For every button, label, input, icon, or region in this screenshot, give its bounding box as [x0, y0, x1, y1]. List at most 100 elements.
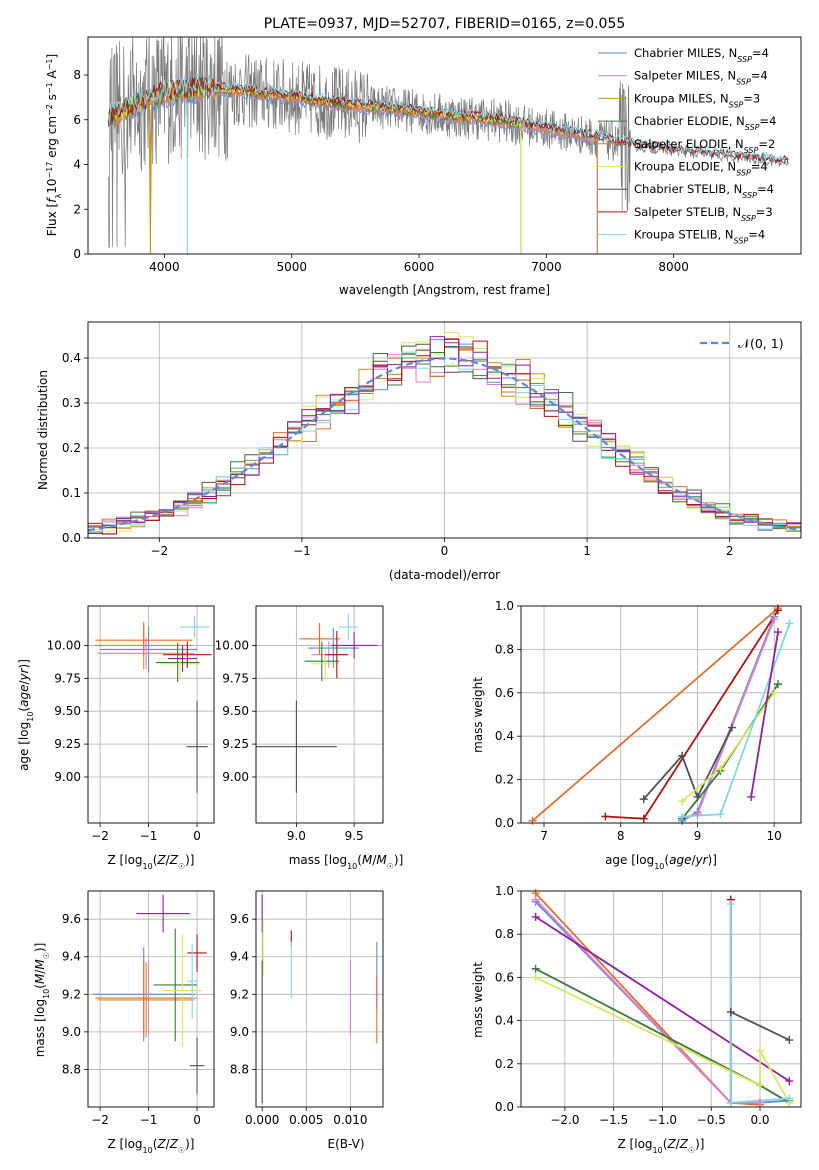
weight-series-purple	[750, 631, 779, 798]
weight-series-salpeter-elodie	[531, 607, 779, 822]
errorbar-point	[186, 700, 208, 793]
y-axis-label: Flux [fλ10−17 erg cm−2 s−1 A−1]	[45, 54, 63, 236]
errorbar-point	[189, 1037, 205, 1094]
x-tick-label: 7000	[531, 260, 562, 274]
y-tick-label: 4	[73, 158, 81, 172]
x-tick-label: 10	[767, 829, 782, 843]
chart-weight_vs_Z: −2.0 −1.5 −1.0 −0.5 0.0 0.0 0.2 0.4 0.6 0.8 1.0 Z […	[471, 884, 802, 1155]
x-axis-label: Z [log10(Z/Z☉)]	[618, 1137, 705, 1155]
marker	[770, 615, 779, 624]
y-tick-label: 9.75	[222, 671, 249, 685]
errorbar-point	[180, 616, 210, 638]
errorbar-point	[163, 641, 212, 668]
y-tick-label: 9.6	[230, 912, 249, 926]
legend-entry: Chabrier ELODIE, NSSP=4	[634, 114, 776, 132]
axes-frame	[520, 890, 802, 1108]
marker	[726, 1098, 735, 1107]
axes-frame	[87, 890, 215, 1108]
plot-area	[256, 613, 378, 793]
marker	[785, 1077, 794, 1086]
y-tick-label: 2	[73, 202, 81, 216]
marker	[531, 912, 540, 921]
y-tick-label: 0.2	[62, 441, 81, 455]
errorbar-point	[160, 648, 200, 680]
marker	[785, 1094, 794, 1103]
y-axis-label: age [log10(age/yr)]	[17, 659, 35, 771]
series-salpeter-stelib	[107, 76, 789, 163]
x-tick-label: 0.000	[245, 1113, 279, 1127]
chart-spectrum: 4000 5000 6000 7000 8000 0 2 4 6 8 PLATE=0937, MJD…	[45, 16, 802, 297]
x-tick-label: 1	[583, 544, 591, 558]
marker	[639, 814, 648, 823]
x-tick-label: 9.5	[345, 829, 364, 843]
y-tick-label: 1.0	[495, 884, 514, 898]
errorbar-point	[187, 934, 207, 972]
marker	[785, 1036, 794, 1045]
y-tick-label: 0.4	[62, 351, 81, 365]
plot-area	[95, 616, 212, 793]
marker	[601, 812, 610, 821]
weight-series-kroupa-elodie	[535, 976, 791, 1104]
marker	[528, 816, 537, 825]
legend-entry: Salpeter STELIB, NSSP=3	[634, 205, 773, 223]
x-tick-label: −2	[150, 544, 168, 558]
plot-area	[261, 894, 378, 1104]
chart-title: PLATE=0937, MJD=52707, FIBERID=0165, z=0…	[264, 16, 626, 32]
y-axis-label: mass weight	[471, 677, 485, 753]
y-tick-label: 0.6	[495, 686, 514, 700]
hist-chabrier-stelib	[88, 343, 801, 534]
y-tick-label: 9.0	[62, 1025, 81, 1039]
y-tick-label: 8.8	[62, 1062, 81, 1076]
y-tick-label: 0.2	[495, 1057, 514, 1071]
hist-purple	[88, 336, 801, 528]
x-tick-label: 2	[726, 544, 734, 558]
y-tick-label: 9.00	[54, 770, 81, 784]
y-tick-label: 9.50	[54, 704, 81, 718]
weight-series-chabrier-stelib	[643, 727, 733, 800]
errorbar-point	[307, 628, 359, 668]
y-tick-label: 0.0	[495, 816, 514, 830]
errorbar-point	[339, 613, 358, 641]
marker	[726, 1007, 735, 1016]
marker	[773, 680, 782, 689]
y-tick-label: 9.25	[54, 737, 81, 751]
x-tick-label: −1	[140, 829, 158, 843]
axes-frame	[520, 605, 802, 824]
errorbar-point	[187, 943, 198, 1019]
y-tick-label: 0.6	[495, 970, 514, 984]
errorbar-point	[325, 630, 349, 679]
errorbar-point	[97, 637, 195, 670]
x-tick-label: −2	[91, 1113, 109, 1127]
legend: Chabrier MILES, NSSP=4 Salpeter MILES, NS…	[598, 46, 776, 245]
legend-entry: Kroupa ELODIE, NSSP=4	[634, 160, 768, 178]
marker	[531, 973, 540, 982]
chart-age_vs_mass: 9.0 9.5 9.00 9.25 9.50 9.75 10.00 mass [log10(M…	[215, 605, 404, 871]
x-axis-label: age [log10(age/yr)]	[605, 853, 717, 871]
axes-frame	[87, 321, 802, 539]
y-tick-label: 9.25	[222, 737, 249, 751]
marker	[639, 795, 648, 804]
marker	[756, 1046, 765, 1055]
y-tick-label: 9.0	[230, 1025, 249, 1039]
x-axis-label: Z [log10(Z/Z☉)]	[108, 853, 195, 871]
x-tick-label: 0.0	[750, 1113, 769, 1127]
errorbar-point	[153, 928, 198, 1042]
y-axis-label: mass [log10(M/M☉)]	[33, 943, 51, 1058]
x-axis-label: E(B-V)	[327, 1137, 364, 1151]
plot-area	[107, 37, 789, 254]
marker	[678, 751, 687, 760]
x-axis-label: mass [log10(M/M☉)]	[289, 853, 404, 871]
axes-frame	[255, 605, 384, 824]
y-tick-label: 9.2	[62, 987, 81, 1001]
y-tick-label: 10.00	[47, 638, 81, 652]
x-tick-label: −2	[91, 829, 109, 843]
legend-entry: Chabrier STELIB, NSSP=4	[634, 182, 774, 200]
y-tick-label: 10.00	[215, 638, 249, 652]
axes-frame	[255, 890, 384, 1108]
y-tick-label: 0.8	[495, 927, 514, 941]
y-axis-label: Normed distribution	[36, 370, 50, 490]
axes-frame	[87, 605, 215, 824]
marker	[726, 899, 735, 908]
y-tick-label: 9.6	[62, 912, 81, 926]
x-tick-label: 6000	[404, 260, 435, 274]
